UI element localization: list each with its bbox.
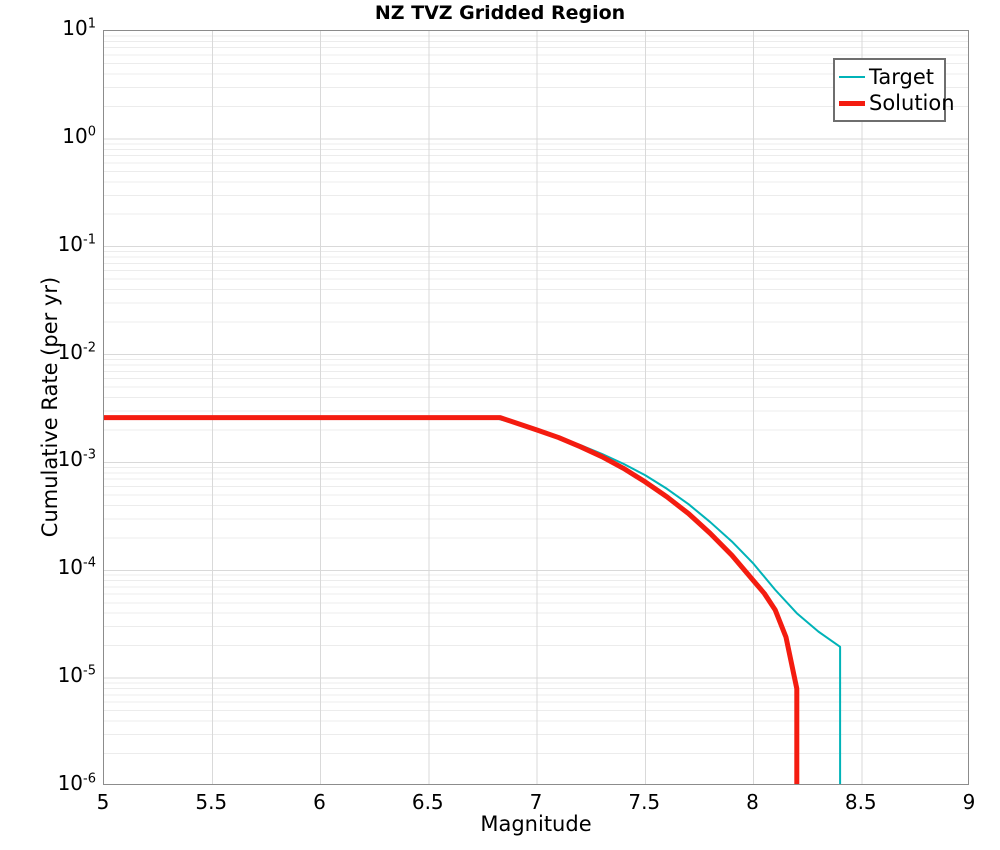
y-tick-label: 10-2 xyxy=(57,339,96,364)
x-tick-label: 8 xyxy=(746,790,759,814)
y-tick-label: 10-5 xyxy=(57,663,96,688)
y-tick-label: 10-6 xyxy=(57,771,96,795)
legend-box[interactable]: Target Solution xyxy=(833,58,955,122)
chart-title: NZ TVZ Gridded Region xyxy=(374,2,626,24)
x-axis-label: Magnitude xyxy=(480,812,592,836)
plot-area xyxy=(103,30,969,785)
y-tick-label: 10-4 xyxy=(57,555,96,580)
x-tick-label: 6.5 xyxy=(411,790,444,814)
legend-label-solution: Solution xyxy=(869,90,955,115)
legend-item-target[interactable]: Target xyxy=(835,64,944,90)
x-tick-label: 8.5 xyxy=(844,790,877,814)
data-lines xyxy=(104,415,842,784)
x-tick-label: 9 xyxy=(962,790,976,814)
y-tick-label: 10-3 xyxy=(57,447,96,472)
gridlines xyxy=(104,31,968,784)
y-axis-label: Cumulative Rate (per yr) xyxy=(38,276,62,538)
legend-swatch-solution xyxy=(839,100,865,106)
x-tick-label: 5 xyxy=(96,790,110,814)
x-tick-label: 6 xyxy=(313,790,326,814)
x-tick-label: 5.5 xyxy=(195,790,228,814)
x-tick-label: 7 xyxy=(529,790,543,814)
legend-label-target: Target xyxy=(869,64,934,89)
y-tick-label: 100 xyxy=(62,123,96,148)
x-tick-label: 7.5 xyxy=(628,790,661,814)
legend-item-solution[interactable]: Solution xyxy=(835,90,955,116)
series-line-target xyxy=(104,416,842,784)
y-tick-label: 10-1 xyxy=(57,231,96,256)
series-line-solution xyxy=(104,415,800,784)
y-tick-label: 101 xyxy=(62,16,96,40)
legend-swatch-target xyxy=(839,76,865,78)
